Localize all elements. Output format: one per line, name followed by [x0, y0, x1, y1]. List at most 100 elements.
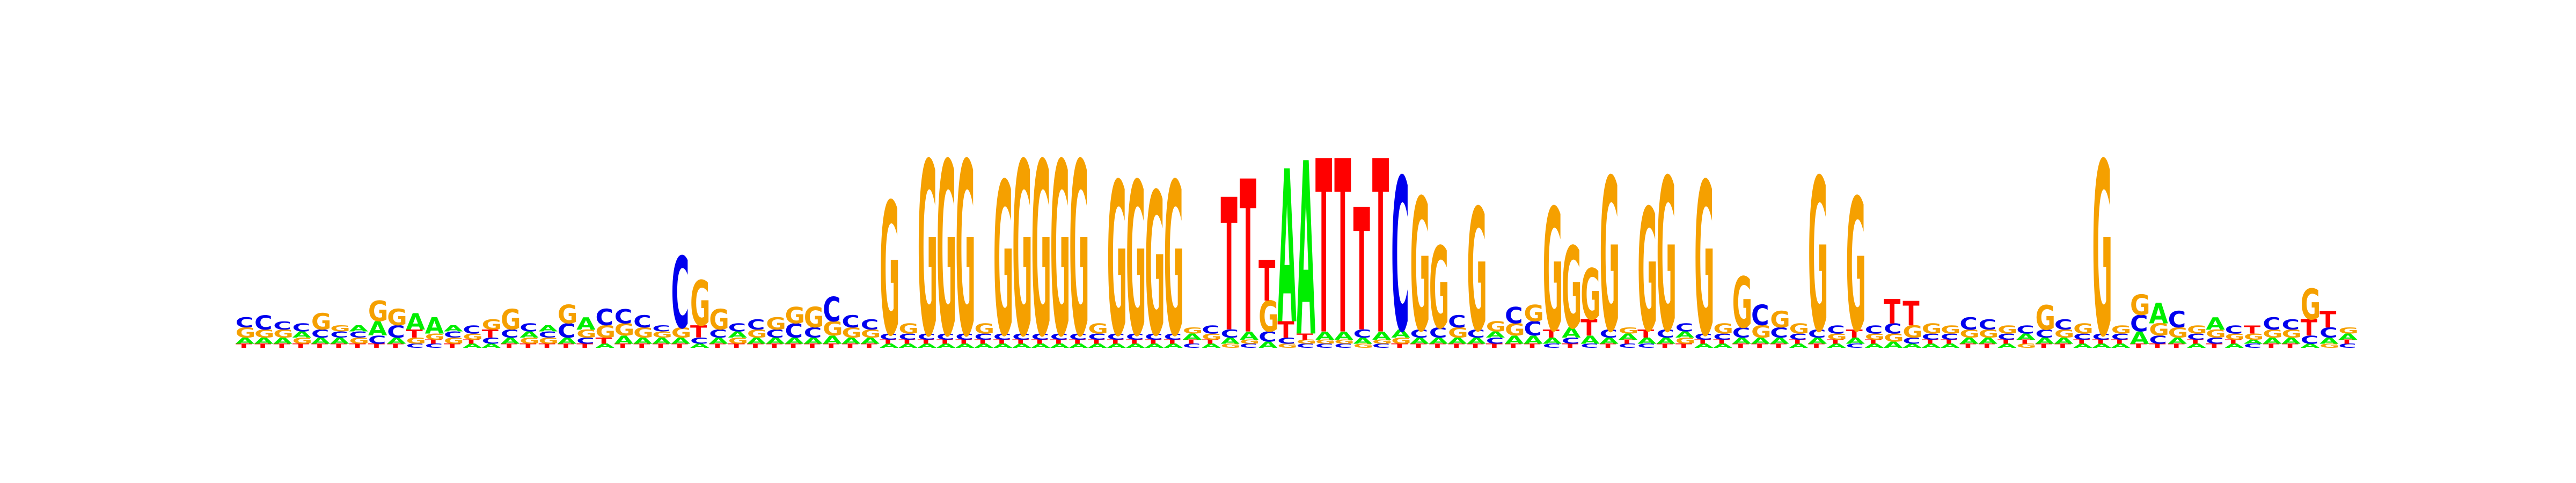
- logo-letter-G-pos-63: G: [1410, 162, 1431, 373]
- logo-letter-A-pos-102: A: [2149, 297, 2168, 331]
- logo-letter-T-pos-48: T: [1126, 339, 1143, 345]
- logo-letter-A-pos-47: A: [1107, 342, 1126, 349]
- logo-letter-T-pos-90: T: [1922, 339, 1939, 345]
- logo-letter-G-pos-73: G: [1600, 135, 1620, 379]
- logo-letter-A-pos-15: A: [501, 336, 520, 346]
- logo-letter-C-pos-24: C: [671, 238, 690, 351]
- logo-letter-A-pos-36: A: [898, 342, 918, 349]
- logo-letter-A-pos-112: A: [2338, 332, 2358, 342]
- logo-letter-A-pos-84: A: [1808, 336, 1827, 346]
- logo-letter-A-pos-34: A: [861, 336, 880, 346]
- logo-letter-A-pos-55: A: [1258, 340, 1278, 350]
- logo-letter-C-pos-2: C: [254, 311, 273, 334]
- logo-letter-A-pos-23: A: [652, 336, 671, 346]
- logo-letter-C-pos-69: C: [1524, 318, 1542, 340]
- logo-letter-G-pos-15: G: [501, 303, 521, 336]
- logo-letter-T-pos-49: T: [1145, 339, 1162, 345]
- logo-letter-T-pos-8: T: [368, 342, 385, 349]
- logo-letter-C-pos-27: C: [728, 321, 747, 334]
- logo-letter-T-pos-92: T: [1959, 342, 1977, 349]
- logo-letter-T-pos-34: T: [861, 342, 878, 349]
- logo-letter-A-pos-87: A: [1865, 342, 1884, 349]
- logo-letter-G-pos-93: G: [1979, 327, 1999, 340]
- logo-letter-G-pos-36: G: [898, 320, 919, 337]
- logo-letter-T-pos-11: T: [425, 339, 442, 345]
- logo-letter-C-pos-10: C: [406, 342, 424, 349]
- logo-letter-T-pos-79: T: [1713, 339, 1730, 345]
- logo-letter-A-pos-103: A: [2168, 336, 2187, 346]
- logo-letter-C-pos-48: C: [1126, 332, 1144, 342]
- logo-letter-C-pos-93: C: [1979, 316, 1997, 333]
- logo-letter-T-pos-60: T: [1353, 174, 1370, 369]
- logo-letter-C-pos-19: C: [576, 336, 595, 346]
- logo-letter-A-pos-44: A: [1050, 342, 1070, 349]
- logo-letter-C-pos-1: C: [236, 314, 254, 331]
- logo-letter-T-pos-29: T: [766, 342, 783, 349]
- logo-letter-G-pos-92: G: [1959, 327, 1980, 340]
- logo-letter-A-pos-7: A: [349, 324, 369, 333]
- logo-letter-T-pos-44: T: [1050, 339, 1067, 345]
- logo-letter-A-pos-65: A: [1448, 336, 1467, 346]
- logo-letter-C-pos-38: C: [936, 332, 955, 342]
- logo-letter-G-pos-32: G: [823, 318, 843, 340]
- logo-letter-C-pos-36: C: [898, 332, 917, 342]
- logo-letter-T-pos-28: T: [747, 342, 764, 349]
- logo-letter-A-pos-98: A: [2073, 342, 2092, 349]
- logo-letter-C-pos-79: C: [1713, 332, 1731, 342]
- logo-letter-C-pos-67: C: [1486, 336, 1504, 346]
- logo-letter-G-pos-29: G: [766, 314, 786, 334]
- logo-letter-G-pos-94: G: [1997, 324, 2018, 336]
- logo-letter-G-pos-58: G: [1315, 339, 1336, 345]
- logo-letter-T-pos-96: T: [2036, 342, 2053, 349]
- logo-letter-G-pos-50: G: [1164, 139, 1184, 383]
- logo-letter-C-pos-37: C: [918, 332, 936, 342]
- logo-letter-G-pos-89: G: [1902, 323, 1923, 342]
- logo-letter-A-pos-46: A: [1088, 342, 1107, 349]
- logo-letter-C-pos-89: C: [1902, 336, 1921, 346]
- logo-letter-A-pos-71: A: [1562, 325, 1581, 341]
- logo-letter-C-pos-47: C: [1107, 332, 1125, 342]
- logo-letter-A-pos-81: A: [1751, 336, 1770, 346]
- logo-letter-G-pos-16: G: [519, 336, 540, 346]
- logo-letter-G-pos-90: G: [1922, 320, 1942, 337]
- logo-letter-G-pos-8: G: [368, 295, 389, 328]
- logo-letter-A-pos-21: A: [614, 334, 634, 347]
- logo-letter-A-pos-95: A: [2016, 332, 2036, 342]
- logo-letter-G-pos-108: G: [2263, 327, 2283, 340]
- logo-letter-T-pos-80: T: [1732, 342, 1750, 349]
- logo-letter-G-pos-65: G: [1448, 325, 1468, 341]
- logo-letter-A-pos-88: A: [1884, 340, 1903, 350]
- logo-letter-A-pos-11: A: [425, 313, 444, 339]
- logo-letter-T-pos-62: T: [1391, 342, 1408, 349]
- logo-letter-C-pos-85: C: [1827, 324, 1845, 336]
- logo-letter-G-pos-23: G: [652, 330, 672, 340]
- logo-letter-A-pos-4: A: [292, 330, 312, 340]
- logo-letter-T-pos-17: T: [539, 342, 556, 349]
- logo-letter-C-pos-29: C: [766, 327, 784, 340]
- logo-letter-G-pos-47: G: [1107, 139, 1128, 383]
- logo-letter-A-pos-27: A: [728, 330, 748, 340]
- logo-letter-G-pos-85: G: [1827, 332, 1847, 342]
- logo-letter-T-pos-9: T: [387, 342, 404, 349]
- logo-letter-A-pos-61: A: [1372, 330, 1392, 342]
- logo-letter-G-pos-1: G: [236, 325, 256, 341]
- logo-letter-C-pos-11: C: [425, 342, 443, 349]
- logo-letter-A-pos-58: A: [1315, 330, 1335, 342]
- logo-letter-A-pos-14: A: [482, 342, 501, 349]
- logo-letter-T-pos-94: T: [1997, 339, 2015, 345]
- logo-letter-C-pos-55: C: [1258, 328, 1277, 345]
- logo-letter-T-pos-73: T: [1600, 342, 1617, 349]
- logo-letter-G-pos-100: G: [2111, 324, 2132, 336]
- logo-letter-A-pos-85: A: [1827, 342, 1846, 349]
- logo-letter-T-pos-78: T: [1694, 339, 1711, 345]
- logo-letter-T-pos-76: T: [1656, 342, 1673, 349]
- logo-letter-T-pos-67: T: [1486, 342, 1503, 349]
- logo-letter-A-pos-68: A: [1505, 334, 1524, 347]
- logo-letter-T-pos-93: T: [1979, 342, 1996, 349]
- logo-letter-T-pos-112: T: [2338, 339, 2355, 345]
- logo-letter-G-pos-38: G: [936, 114, 957, 390]
- logo-letter-C-pos-44: C: [1050, 332, 1069, 342]
- logo-letter-T-pos-30: T: [785, 342, 802, 349]
- logo-letter-A-pos-33: A: [841, 336, 861, 346]
- logo-letter-G-pos-97: G: [2054, 327, 2075, 340]
